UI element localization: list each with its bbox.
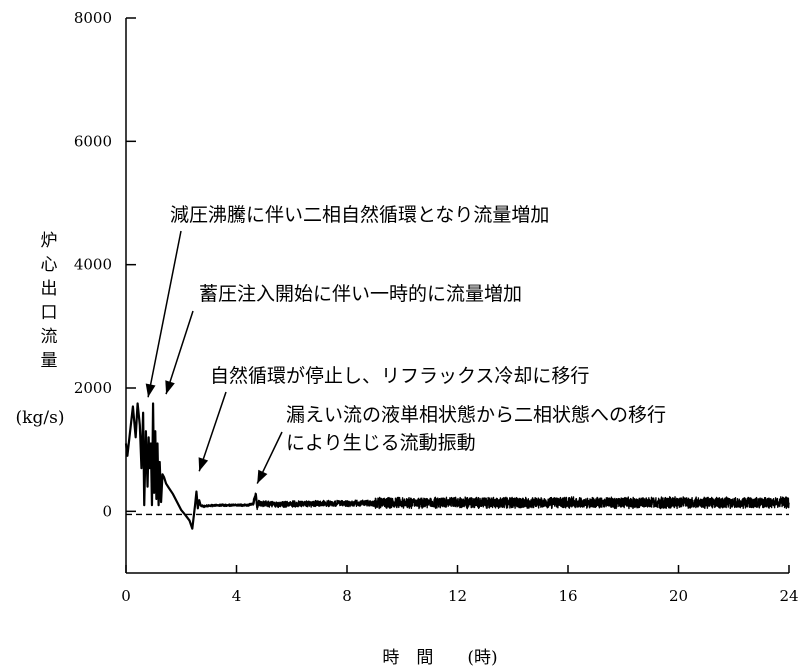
annotation-layer: 減圧沸騰に伴い二相自然循環となり流量増加蓄圧注入開始に伴い一時的に流量増加自然循… [145,204,666,484]
annotation-text: 蓄圧注入開始に伴い一時的に流量増加 [199,283,522,305]
annotation-arrow-line [147,230,182,398]
y-axis-label-char-4: 流 [41,327,58,347]
y-tick-label: 6000 [74,132,112,150]
x-tick-label: 20 [669,587,688,605]
annotation-text: 漏えい流の液単相状態から二相状態への移行 [286,404,666,426]
y-axis-label-char-0: 炉 [41,231,58,251]
x-tick-label: 8 [342,587,352,605]
y-tick-label: 0 [102,502,112,520]
series-layer [124,402,790,530]
annotation-arrow-head [257,469,268,484]
x-tick-label: 0 [121,587,131,605]
x-tick-label: 4 [232,587,242,605]
annotation-arrow-head [145,383,156,398]
x-tick-label: 16 [558,587,577,605]
y-tick-label: 4000 [74,256,112,274]
annotation-text: 減圧沸騰に伴い二相自然循環となり流量増加 [170,204,549,226]
y-tick-label: 2000 [74,379,112,397]
y-axis-label-char-5: 量 [41,351,58,371]
y-axis-label-char-2: 出 [41,279,58,299]
y-axis-label-char-1: 心 [41,255,58,275]
x-axis-label: 時 間 (時) [382,648,497,668]
annotation-arrow-head [198,457,209,472]
annotation-arrow-line [165,310,194,395]
y-axis-unit: (kg/s) [16,408,65,428]
annotation-text: 自然循環が停止し、リフラックス冷却に移行 [210,365,589,387]
series-line-early [124,402,265,530]
annotation-arrow-head [165,380,175,395]
axes: 0 2000 4000 6000 8000 0 4 8 12 16 20 24 [74,9,799,605]
y-tick-label: 8000 [74,9,112,27]
x-tick-label: 24 [779,587,798,605]
annotation-arrow-line [198,391,227,472]
y-axis-label-char-3: 口 [41,303,58,323]
annotation-text: により生じる流動振動 [286,432,476,454]
x-tick-label: 12 [448,587,467,605]
